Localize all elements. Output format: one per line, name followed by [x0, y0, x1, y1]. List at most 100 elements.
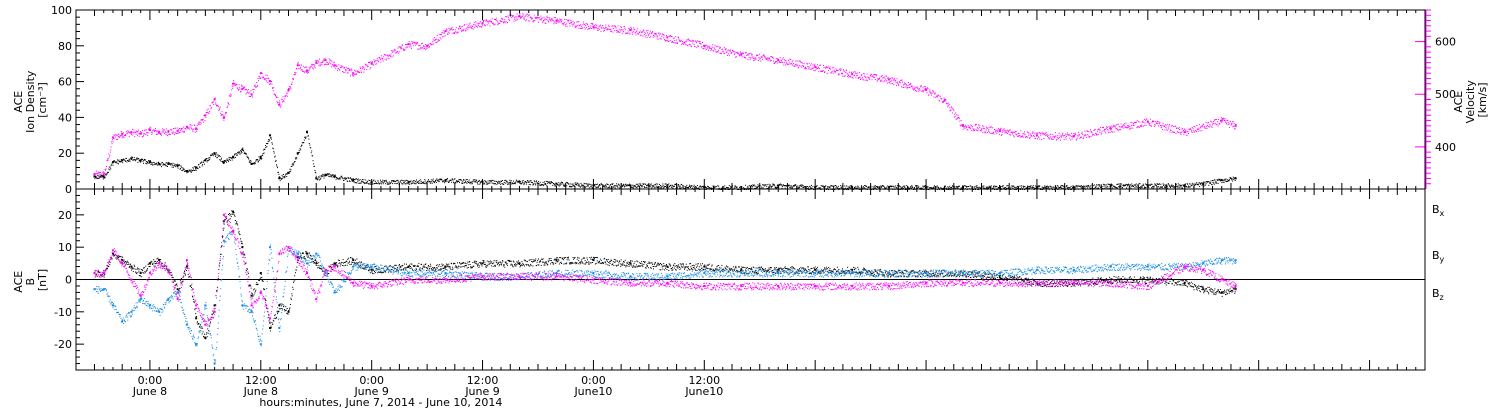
velocity-sample — [321, 62, 323, 63]
velocity-sample — [191, 128, 192, 130]
velocity-sample — [1227, 120, 1229, 121]
density-sample — [1103, 185, 1105, 187]
density-sample — [1043, 187, 1045, 189]
velocity-sample — [955, 112, 957, 114]
density-sample — [324, 175, 326, 177]
velocity-sample — [903, 84, 904, 86]
velocity-sample — [354, 73, 356, 75]
velocity-sample — [399, 46, 401, 48]
density-sample — [514, 182, 515, 184]
velocity-sample — [852, 73, 854, 75]
velocity-sample — [161, 134, 162, 136]
velocity-sample — [271, 81, 272, 83]
density-point — [1109, 184, 1112, 187]
density-sample — [432, 179, 434, 181]
density-point — [93, 175, 96, 178]
density-sample — [97, 178, 99, 179]
density-sample — [351, 179, 353, 181]
velocity-sample — [1036, 132, 1038, 134]
density-sample — [196, 166, 198, 168]
density-sample — [218, 155, 220, 157]
velocity-sample — [582, 21, 584, 23]
velocity-sample — [612, 31, 614, 33]
velocity-sample — [570, 19, 572, 21]
velocity-sample — [1113, 131, 1115, 133]
velocity-sample — [1040, 133, 1042, 135]
velocity-sample — [277, 102, 278, 104]
velocity-sample — [741, 52, 743, 54]
velocity-sample — [1023, 133, 1025, 135]
velocity-sample — [1183, 129, 1185, 131]
density-sample — [471, 183, 473, 185]
density-sample — [781, 186, 783, 187]
velocity-sample — [808, 68, 810, 70]
velocity-sample — [291, 81, 293, 83]
density-sample — [326, 173, 328, 175]
density-sample — [510, 181, 512, 183]
velocity-sample — [754, 59, 756, 61]
density-sample — [296, 157, 298, 159]
density-sample — [770, 187, 772, 189]
velocity-sample — [767, 60, 769, 62]
density-sample — [580, 186, 581, 188]
density-sample — [1104, 184, 1106, 186]
density-sample — [424, 179, 426, 181]
velocity-sample — [747, 59, 749, 61]
velocity-sample — [130, 131, 132, 133]
velocity-sample — [487, 21, 489, 23]
density-sample — [542, 181, 544, 183]
density-sample — [940, 187, 942, 188]
density-sample — [392, 183, 393, 185]
velocity-sample — [1141, 124, 1143, 126]
velocity-sample — [544, 18, 546, 20]
density-sample — [827, 186, 829, 188]
density-sample — [252, 163, 254, 165]
velocity-sample — [923, 90, 925, 92]
density-sample — [1039, 185, 1041, 187]
density-sample — [112, 161, 113, 163]
density-sample — [462, 183, 464, 184]
velocity-sample — [709, 47, 711, 49]
density-sample — [660, 186, 662, 188]
density-sample — [605, 185, 607, 187]
velocity-sample — [562, 23, 564, 25]
velocity-sample — [611, 30, 612, 32]
velocity-sample — [228, 103, 229, 105]
density-sample — [521, 182, 523, 184]
velocity-sample — [1006, 131, 1007, 133]
velocity-sample — [258, 80, 259, 82]
density-sample — [655, 186, 657, 188]
velocity-sample — [622, 29, 624, 31]
density-sample — [416, 179, 417, 181]
velocity-sample — [1066, 134, 1068, 136]
velocity-sample — [462, 29, 464, 31]
velocity-sample — [452, 29, 454, 31]
velocity-sample — [233, 80, 235, 82]
velocity-sample — [94, 173, 96, 175]
density-sample — [954, 186, 956, 188]
density-sample — [1011, 185, 1013, 187]
velocity-sample — [629, 29, 631, 31]
density-sample — [1103, 184, 1105, 186]
velocity-sample — [1214, 122, 1216, 124]
velocity-sample — [702, 48, 704, 50]
velocity-sample — [1234, 128, 1236, 130]
density-sample — [291, 164, 293, 166]
velocity-sample — [746, 53, 748, 55]
density-sample — [468, 181, 470, 183]
velocity-sample — [782, 57, 784, 59]
density-sample — [906, 185, 908, 187]
density-sample — [472, 180, 474, 182]
velocity-sample — [1047, 135, 1049, 137]
density-sample — [321, 176, 323, 178]
velocity-point — [740, 53, 743, 56]
velocity-sample — [594, 26, 596, 28]
velocity-sample — [1229, 126, 1231, 128]
velocity-sample — [502, 21, 504, 23]
velocity-sample — [1092, 134, 1094, 136]
velocity-sample — [809, 68, 811, 70]
density-sample — [514, 182, 516, 184]
density-sample — [509, 179, 511, 181]
velocity-sample — [1099, 129, 1101, 131]
